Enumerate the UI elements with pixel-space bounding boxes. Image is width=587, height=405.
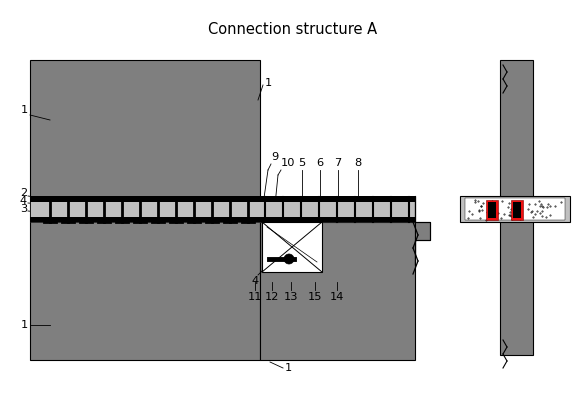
Bar <box>260 222 415 360</box>
Polygon shape <box>415 196 430 265</box>
Text: 1: 1 <box>21 105 28 115</box>
Text: 1: 1 <box>285 363 292 373</box>
Text: 11: 11 <box>248 292 262 302</box>
Text: 7: 7 <box>335 158 342 168</box>
Bar <box>460 196 570 222</box>
Bar <box>513 202 521 218</box>
Text: 10: 10 <box>281 158 295 168</box>
Text: 1: 1 <box>21 320 28 330</box>
Text: 4: 4 <box>20 196 27 206</box>
Text: 3: 3 <box>20 204 27 214</box>
Text: 5: 5 <box>298 158 306 168</box>
Bar <box>30 196 415 202</box>
Bar <box>511 200 523 220</box>
Text: 15: 15 <box>308 292 322 302</box>
Text: 6: 6 <box>316 158 323 168</box>
Text: 12: 12 <box>265 292 279 302</box>
Bar <box>30 217 415 222</box>
Text: Connection structure A: Connection structure A <box>208 22 377 37</box>
Bar <box>465 198 565 220</box>
Text: 8: 8 <box>355 158 362 168</box>
Text: 4: 4 <box>251 276 258 286</box>
Text: 9: 9 <box>271 152 278 162</box>
Text: 1: 1 <box>265 78 272 88</box>
Bar <box>30 196 415 222</box>
Bar <box>486 200 498 220</box>
Text: 13: 13 <box>284 292 298 302</box>
Circle shape <box>284 254 294 264</box>
Text: 2: 2 <box>20 188 27 198</box>
Bar <box>30 60 260 360</box>
Bar <box>262 222 322 272</box>
Text: 14: 14 <box>330 292 344 302</box>
Bar <box>500 60 533 355</box>
Bar <box>488 202 496 218</box>
